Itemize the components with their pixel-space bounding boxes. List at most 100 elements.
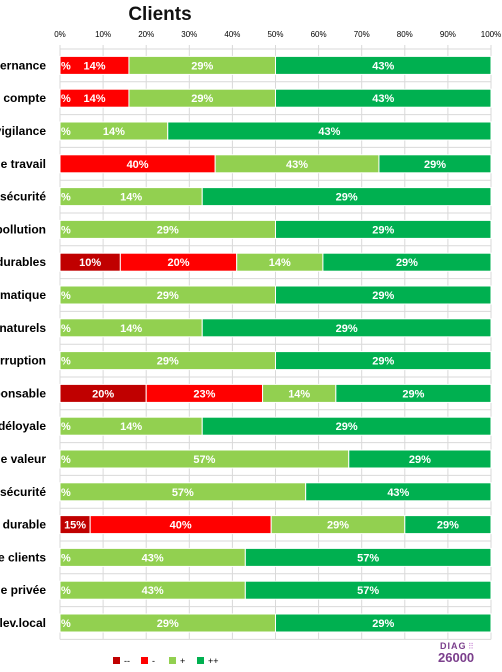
data-label: 57% xyxy=(357,552,379,564)
bar-segment xyxy=(275,351,492,371)
category-label: naturels xyxy=(0,321,46,335)
bar-segment xyxy=(244,580,492,600)
data-label: 14% xyxy=(103,126,125,138)
data-label: 29% xyxy=(157,224,179,236)
x-tick-label: 60% xyxy=(311,30,327,39)
bar-segment xyxy=(244,547,492,567)
x-tick-label: 80% xyxy=(397,30,413,39)
bar-segment xyxy=(275,219,492,239)
data-label: 29% xyxy=(409,454,431,466)
logo-text-top: DIAG xyxy=(440,641,467,651)
data-label: 43% xyxy=(142,552,164,564)
data-label: 14% xyxy=(83,93,105,105)
category-label: e travail xyxy=(1,157,46,171)
data-label-clipped: % xyxy=(61,192,71,204)
data-label-clipped: % xyxy=(61,323,71,335)
data-label: 29% xyxy=(336,421,358,433)
bar-segment xyxy=(275,613,492,633)
data-label: 29% xyxy=(437,520,459,532)
category-label: pollution xyxy=(0,222,46,236)
category-label: sécurité xyxy=(0,485,46,499)
category-label: sécurité xyxy=(0,190,46,204)
legend-swatch xyxy=(169,657,176,664)
data-label: 29% xyxy=(191,93,213,105)
x-tick-label: 20% xyxy=(138,30,154,39)
data-label: 43% xyxy=(286,159,308,171)
x-tick-label: 10% xyxy=(95,30,111,39)
category-label: compte xyxy=(3,91,46,105)
bar-segment xyxy=(305,482,492,502)
data-label: 57% xyxy=(172,487,194,499)
bar-segment xyxy=(201,187,492,207)
category-label: matique xyxy=(0,288,46,302)
bar-segment xyxy=(322,252,492,272)
legend-label: - xyxy=(152,656,155,666)
data-label: 29% xyxy=(336,192,358,204)
data-label: 29% xyxy=(402,388,424,400)
data-label-clipped: % xyxy=(61,552,71,564)
data-label: 20% xyxy=(92,388,114,400)
bar-segment xyxy=(275,285,492,305)
x-tick-label: 0% xyxy=(54,30,66,39)
bar-segment xyxy=(167,121,492,141)
data-label: 14% xyxy=(120,421,142,433)
data-label: 29% xyxy=(191,60,213,72)
data-label-clipped: % xyxy=(61,290,71,302)
logo-dots-icon: ⠿ xyxy=(468,642,474,651)
data-label: 15% xyxy=(64,520,86,532)
data-label: 29% xyxy=(157,356,179,368)
legend-label: ++ xyxy=(208,656,219,666)
bar-segment xyxy=(378,154,492,174)
data-label: 29% xyxy=(372,356,394,368)
data-label-clipped: % xyxy=(61,60,71,72)
chart-title: Clients xyxy=(128,4,192,25)
logo-text-bottom: 26000 xyxy=(438,650,475,665)
bar-segment xyxy=(404,515,492,535)
data-label: 57% xyxy=(193,454,215,466)
bar-segment xyxy=(335,383,492,403)
data-label-clipped: % xyxy=(61,224,71,236)
bar-segment xyxy=(275,88,492,108)
data-label-clipped: % xyxy=(61,126,71,138)
data-label-clipped: % xyxy=(61,487,71,499)
data-label: 43% xyxy=(372,93,394,105)
legend-swatch xyxy=(113,657,120,664)
x-tick-label: 40% xyxy=(224,30,240,39)
data-label: 29% xyxy=(424,159,446,171)
data-label: 43% xyxy=(372,60,394,72)
category-label: e clients xyxy=(0,550,46,564)
data-label: 29% xyxy=(372,290,394,302)
category-label: e valeur xyxy=(1,452,47,466)
category-label: durable xyxy=(3,518,47,532)
data-label-clipped: % xyxy=(61,93,71,105)
data-label: 29% xyxy=(396,257,418,269)
data-label: 29% xyxy=(157,290,179,302)
x-tick-label: 70% xyxy=(354,30,370,39)
data-label: 43% xyxy=(387,487,409,499)
data-label: 14% xyxy=(288,388,310,400)
legend-label: -- xyxy=(124,656,130,666)
data-label-clipped: % xyxy=(61,356,71,368)
category-label: ponsable xyxy=(0,386,46,400)
legend-swatch xyxy=(197,657,204,664)
data-label: 20% xyxy=(168,257,190,269)
data-label-clipped: % xyxy=(61,421,71,433)
data-label-clipped: % xyxy=(61,454,71,466)
category-label: rruption xyxy=(0,354,46,368)
category-label: ernance xyxy=(0,58,46,72)
data-label-clipped: % xyxy=(61,585,71,597)
data-label: 40% xyxy=(127,159,149,171)
data-label: 29% xyxy=(157,618,179,630)
diag26000-logo: DIAG ⠿ 26000 xyxy=(438,641,496,669)
category-label: déloyale xyxy=(0,419,46,433)
data-label: 43% xyxy=(142,585,164,597)
data-label: 14% xyxy=(120,192,142,204)
legend-swatch xyxy=(141,657,148,664)
data-label: 40% xyxy=(170,520,192,532)
data-label: 43% xyxy=(318,126,340,138)
x-tick-label: 30% xyxy=(181,30,197,39)
category-label: durables xyxy=(0,255,46,269)
data-label: 14% xyxy=(269,257,291,269)
data-label: 29% xyxy=(336,323,358,335)
